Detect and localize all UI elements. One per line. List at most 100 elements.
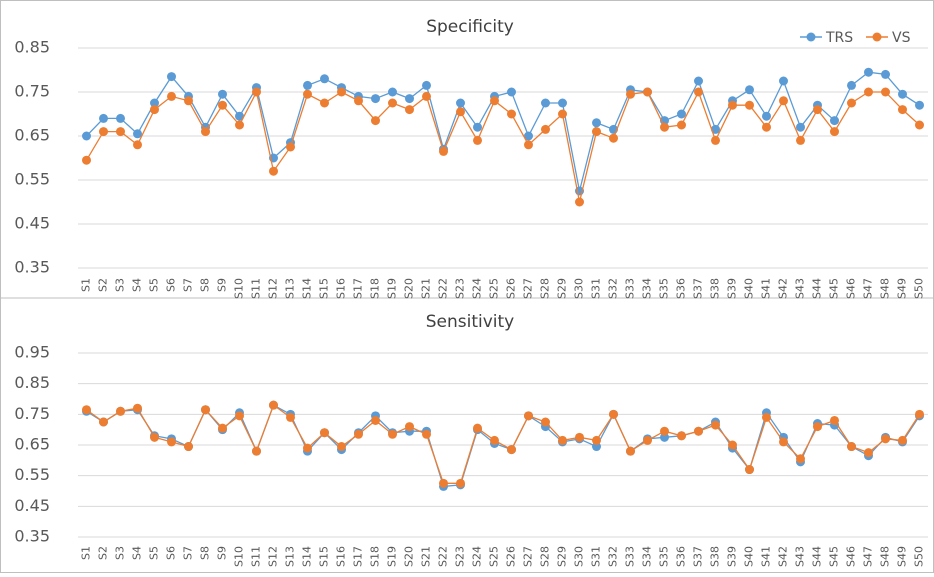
data-point	[745, 465, 754, 475]
x-tick-label: S11	[250, 546, 263, 567]
y-tick-label: 0.35	[14, 527, 50, 546]
x-tick-label: S31	[590, 278, 603, 299]
x-tick-label: S31	[590, 546, 603, 567]
x-tick-label: S24	[471, 546, 484, 567]
data-point	[881, 69, 890, 79]
x-tick-label: S10	[233, 546, 246, 567]
data-point	[184, 96, 193, 106]
x-tick-label: S9	[216, 546, 229, 560]
data-point	[201, 127, 210, 137]
x-tick-label: S19	[386, 278, 399, 299]
x-tick-label: S38	[709, 546, 722, 567]
data-point	[82, 131, 91, 141]
data-point	[864, 448, 873, 458]
x-tick-label: S18	[369, 278, 382, 299]
data-point	[830, 415, 839, 425]
x-tick-label: S29	[556, 546, 569, 567]
x-tick-label: S49	[896, 546, 909, 567]
x-tick-label: S4	[131, 546, 144, 560]
data-point	[252, 87, 261, 97]
data-point	[150, 98, 159, 108]
x-tick-label: S33	[624, 278, 637, 299]
x-tick-label: S2	[97, 278, 110, 292]
x-tick-label: S43	[794, 546, 807, 567]
data-point	[167, 437, 176, 447]
data-point	[745, 85, 754, 95]
x-tick-label: S14	[301, 546, 314, 567]
x-tick-label: S44	[811, 278, 824, 299]
x-tick-label: S46	[845, 278, 858, 299]
x-tick-label: S28	[539, 546, 552, 567]
data-point	[303, 80, 312, 90]
data-point	[813, 422, 822, 432]
x-tick-label: S50	[913, 546, 926, 567]
data-point	[507, 445, 516, 455]
data-point	[507, 109, 516, 119]
data-point	[558, 98, 567, 108]
data-point	[575, 432, 584, 442]
x-tick-label: S22	[437, 278, 450, 299]
data-point	[660, 426, 669, 436]
data-point	[915, 100, 924, 110]
data-point	[201, 405, 210, 415]
data-point	[796, 122, 805, 132]
x-tick-label: S3	[114, 546, 127, 560]
data-point	[473, 423, 482, 433]
data-point	[133, 140, 142, 150]
data-point	[82, 405, 91, 415]
x-tick-label: S9	[216, 278, 229, 292]
data-point	[830, 127, 839, 137]
x-tick-label: S39	[726, 278, 739, 299]
data-point	[711, 420, 720, 430]
x-tick-label: S12	[267, 546, 280, 567]
x-tick-label: S4	[131, 278, 144, 292]
x-tick-label: S33	[624, 546, 637, 567]
data-point	[813, 105, 822, 115]
x-tick-label: S17	[352, 546, 365, 567]
data-point	[779, 96, 788, 106]
data-point	[541, 98, 550, 108]
x-tick-label: S36	[675, 546, 688, 567]
data-point	[235, 111, 244, 121]
data-point	[150, 432, 159, 442]
x-tick-label: S7	[182, 278, 195, 292]
x-tick-label: S42	[777, 278, 790, 299]
data-point	[422, 80, 431, 90]
data-point	[541, 124, 550, 134]
x-tick-label: S40	[743, 278, 756, 299]
data-point	[133, 403, 142, 413]
data-point	[388, 98, 397, 108]
x-tick-label: S17	[352, 278, 365, 299]
data-point	[558, 109, 567, 119]
data-point	[116, 113, 125, 123]
x-tick-label: S38	[709, 278, 722, 299]
data-point	[252, 446, 261, 456]
data-point	[575, 197, 584, 207]
data-point	[269, 166, 278, 176]
data-point	[286, 142, 295, 152]
data-point	[592, 435, 601, 445]
data-point	[456, 107, 465, 117]
x-tick-label: S25	[488, 278, 501, 299]
x-tick-label: S41	[760, 278, 773, 299]
x-tick-label: S26	[505, 278, 518, 299]
data-point	[779, 437, 788, 447]
data-point	[388, 429, 397, 439]
data-point	[371, 415, 380, 425]
x-tick-label: S6	[165, 278, 178, 292]
data-point	[116, 406, 125, 416]
y-tick-label: 0.35	[14, 258, 50, 277]
data-point	[694, 426, 703, 436]
data-point	[99, 127, 108, 137]
data-point	[235, 411, 244, 421]
y-tick-label: 0.55	[14, 465, 50, 484]
x-tick-label: S18	[369, 546, 382, 567]
data-point	[881, 87, 890, 97]
data-point	[150, 105, 159, 115]
data-point	[167, 72, 176, 82]
x-tick-label: S19	[386, 546, 399, 567]
data-point	[558, 435, 567, 445]
data-point	[711, 135, 720, 145]
data-point	[235, 120, 244, 130]
